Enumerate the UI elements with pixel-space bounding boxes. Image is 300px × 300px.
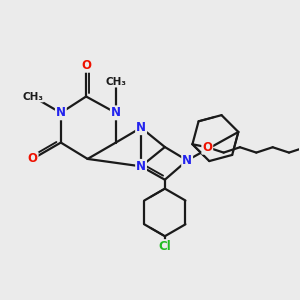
Text: O: O	[81, 59, 91, 72]
Text: O: O	[28, 152, 38, 165]
Text: N: N	[136, 121, 146, 134]
Text: N: N	[56, 106, 66, 119]
Text: N: N	[136, 160, 146, 173]
Text: N: N	[111, 106, 121, 119]
Text: CH₃: CH₃	[105, 76, 126, 87]
Text: CH₃: CH₃	[22, 92, 43, 101]
Text: N: N	[182, 154, 192, 167]
Text: O: O	[202, 141, 212, 154]
Text: Cl: Cl	[158, 240, 171, 253]
